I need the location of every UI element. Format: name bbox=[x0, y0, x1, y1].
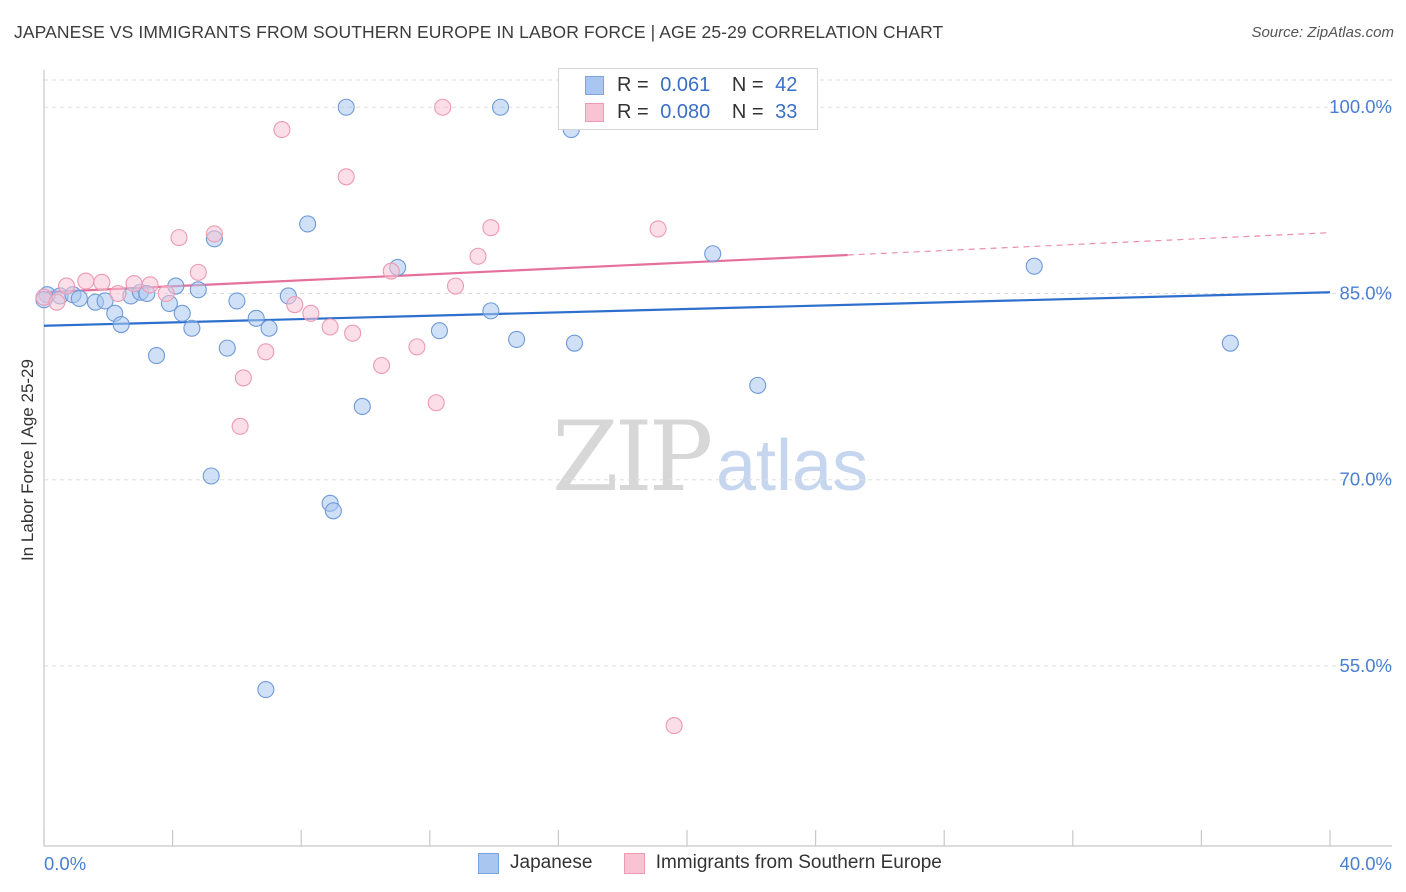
japanese-point bbox=[749, 376, 767, 394]
chart-source: Source: ZipAtlas.com bbox=[1251, 24, 1394, 41]
southern-europe-point bbox=[382, 262, 400, 280]
southern-europe-point bbox=[302, 304, 320, 322]
southern-europe-point bbox=[141, 276, 159, 294]
japanese-point bbox=[112, 315, 130, 334]
southern-europe-point bbox=[231, 417, 249, 435]
japanese-point bbox=[508, 330, 526, 348]
southern-europe-point bbox=[93, 273, 111, 291]
y-tick-label: 100.0% bbox=[1329, 96, 1392, 117]
japanese-point bbox=[260, 319, 278, 337]
japanese-point bbox=[70, 289, 88, 308]
japanese-point bbox=[704, 245, 722, 263]
legend-label: Immigrants from Southern Europe bbox=[655, 852, 942, 873]
japanese-point bbox=[257, 681, 275, 699]
southern-europe-point bbox=[57, 277, 76, 295]
legend-item-japanese[interactable]: Japanese bbox=[478, 852, 592, 874]
southern-europe-point bbox=[665, 717, 683, 735]
japanese-point bbox=[96, 292, 114, 310]
southern-europe-point bbox=[321, 318, 339, 336]
southern-europe-point bbox=[427, 394, 445, 412]
southern-europe-point bbox=[373, 356, 391, 375]
r-value: 0.061 bbox=[660, 74, 711, 96]
japanese-point bbox=[202, 467, 220, 485]
southern-europe-point bbox=[469, 247, 487, 265]
n-label: N = bbox=[731, 74, 764, 96]
southern-europe-point bbox=[77, 272, 95, 290]
japanese-point bbox=[299, 215, 317, 233]
southern-europe-point bbox=[434, 98, 452, 116]
japanese-point bbox=[491, 98, 510, 116]
southern-europe-point bbox=[257, 343, 275, 361]
y-tick-label: 85.0% bbox=[1340, 282, 1392, 303]
japanese-point bbox=[430, 322, 448, 340]
legend-label: Japanese bbox=[510, 852, 593, 873]
japanese-point bbox=[565, 334, 584, 352]
southern-europe-trend-line-dashed bbox=[847, 232, 1331, 256]
southern-europe-swatch bbox=[585, 103, 604, 122]
japanese-swatch bbox=[585, 76, 604, 95]
japanese-point bbox=[337, 98, 355, 116]
axis-layer bbox=[43, 70, 1392, 847]
southern-europe-point bbox=[189, 263, 207, 281]
southern-europe-point bbox=[234, 369, 252, 387]
japanese-swatch bbox=[478, 853, 499, 874]
southern-europe-point bbox=[273, 121, 291, 139]
chart-title: JAPANESE VS IMMIGRANTS FROM SOUTHERN EUR… bbox=[14, 22, 944, 42]
southern-europe-point bbox=[109, 284, 127, 303]
trend-layer bbox=[43, 232, 1331, 327]
legend-item-southern-europe[interactable]: Immigrants from Southern Europe bbox=[623, 852, 942, 874]
southern-europe-point bbox=[344, 324, 362, 342]
japanese-point bbox=[482, 302, 500, 320]
y-tick-label: 70.0% bbox=[1340, 469, 1392, 490]
stats-legend: R = 0.061 N = 42 R = 0.080 N = 33 bbox=[558, 68, 818, 130]
japanese-point bbox=[183, 319, 201, 337]
r-label: R = bbox=[617, 74, 649, 96]
r-value: 0.080 bbox=[660, 101, 711, 123]
japanese-point bbox=[218, 339, 236, 357]
japanese-point bbox=[247, 309, 265, 327]
japanese-point bbox=[147, 347, 166, 365]
japanese-point bbox=[324, 502, 342, 520]
series-legend: Japanese Immigrants from Southern Europe bbox=[478, 852, 968, 876]
japanese-point bbox=[173, 304, 191, 322]
tick-label-layer: 55.0% 70.0% 85.0% 100.0% 0.0% 40.0% bbox=[44, 96, 1392, 874]
watermark-zip: ZIP bbox=[552, 401, 711, 513]
southern-europe-point bbox=[408, 338, 426, 356]
japanese-point bbox=[1221, 334, 1239, 352]
x-tick-label: 40.0% bbox=[1340, 853, 1392, 874]
southern-europe-point bbox=[649, 220, 667, 238]
point-layer bbox=[35, 98, 1239, 735]
japanese-point bbox=[189, 281, 207, 299]
japanese-point bbox=[228, 292, 246, 310]
y-tick-label: 55.0% bbox=[1340, 655, 1392, 676]
watermark-atlas: atlas bbox=[716, 426, 868, 506]
r-label: R = bbox=[617, 101, 649, 123]
southern-europe-point bbox=[446, 277, 465, 295]
southern-europe-point bbox=[48, 293, 66, 311]
japanese-point bbox=[353, 397, 371, 416]
n-label: N = bbox=[731, 101, 764, 123]
southern-europe-point bbox=[157, 284, 175, 303]
southern-europe-swatch bbox=[623, 853, 645, 874]
southern-europe-point bbox=[286, 296, 304, 314]
southern-europe-point bbox=[205, 225, 223, 243]
n-value: 33 bbox=[775, 101, 798, 123]
southern-europe-point bbox=[125, 275, 143, 293]
southern-europe-point bbox=[482, 219, 500, 237]
n-value: 42 bbox=[775, 74, 798, 96]
japanese-point bbox=[1025, 257, 1043, 275]
x-tick-label: 0.0% bbox=[44, 853, 86, 874]
southern-europe-point bbox=[337, 168, 355, 186]
southern-europe-point bbox=[170, 229, 188, 247]
